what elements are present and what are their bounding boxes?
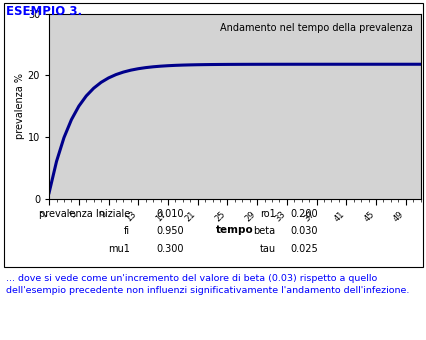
Text: mu1: mu1 <box>108 244 130 254</box>
Text: 0.030: 0.030 <box>290 226 317 236</box>
Text: 0.200: 0.200 <box>290 209 317 219</box>
Y-axis label: prevalenza %: prevalenza % <box>15 73 25 139</box>
Text: beta: beta <box>253 226 275 236</box>
Text: fi: fi <box>124 226 130 236</box>
Text: 0.025: 0.025 <box>290 244 317 254</box>
Text: tau: tau <box>259 244 275 254</box>
Text: ... dove si vede come un'incremento del valore di beta (0.03) rispetto a quello
: ... dove si vede come un'incremento del … <box>6 274 409 295</box>
Text: 0.950: 0.950 <box>155 226 183 236</box>
Text: ESEMPIO 3.: ESEMPIO 3. <box>6 5 82 18</box>
Text: 0.010: 0.010 <box>156 209 183 219</box>
Text: prevalenza Iniziale: prevalenza Iniziale <box>39 209 130 219</box>
Text: 0.300: 0.300 <box>156 244 183 254</box>
Text: Andamento nel tempo della prevalenza: Andamento nel tempo della prevalenza <box>220 23 412 33</box>
X-axis label: tempo: tempo <box>216 225 253 235</box>
Text: ro1: ro1 <box>259 209 275 219</box>
